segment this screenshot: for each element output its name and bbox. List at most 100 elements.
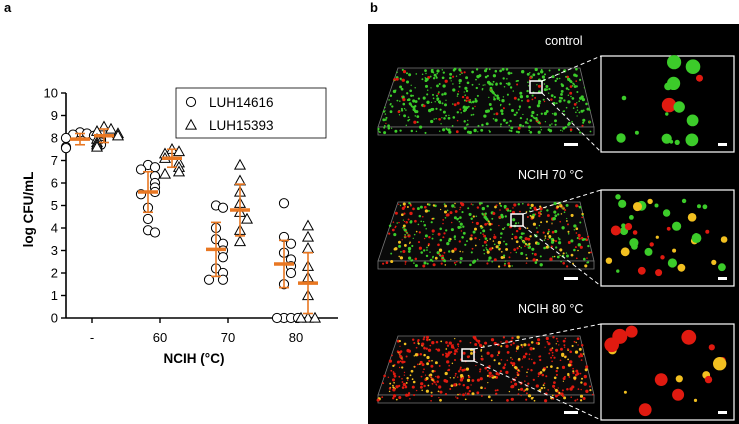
cell-dot — [464, 392, 467, 394]
cell-dot — [532, 378, 535, 381]
cell-dot — [425, 228, 427, 230]
cell-dot — [400, 109, 404, 112]
cell-dot — [496, 94, 499, 98]
cell-dot — [395, 385, 399, 389]
zoom-box — [529, 80, 543, 94]
cell-dot — [589, 109, 591, 111]
cell-dot — [525, 392, 528, 395]
cell-dot — [457, 90, 460, 93]
cell-dot — [401, 381, 404, 383]
cell-dot — [398, 240, 401, 244]
cell-dot — [483, 215, 486, 217]
cell-dot — [512, 90, 514, 92]
cell-dot — [435, 340, 439, 344]
cell-dot — [498, 244, 500, 247]
cell-dot — [496, 96, 499, 99]
cell-dot — [405, 393, 409, 397]
cell-dot — [470, 351, 473, 355]
cell-dot — [454, 206, 456, 208]
cell-dot — [377, 127, 380, 130]
cell-dot — [491, 374, 494, 377]
cell-dot — [573, 229, 576, 231]
cell-dot — [447, 128, 451, 132]
cell-dot — [526, 371, 528, 374]
cell-dot — [543, 382, 546, 385]
cell-dot — [581, 216, 584, 219]
cell-dot — [444, 79, 448, 83]
cell-dot — [423, 336, 426, 339]
inset-cell — [625, 325, 638, 338]
cell-dot — [492, 240, 495, 242]
cell-dot — [585, 389, 589, 393]
cell-dot — [525, 211, 528, 213]
cell-dot — [513, 248, 517, 252]
cell-dot — [566, 387, 569, 391]
cell-dot — [428, 235, 431, 239]
cell-dot — [520, 246, 523, 249]
cell-dot — [495, 112, 499, 116]
cell-dot — [432, 256, 434, 259]
cell-dot — [475, 86, 478, 90]
cell-dot — [492, 80, 495, 83]
cell-dot — [530, 341, 534, 344]
cell-dot — [553, 255, 556, 258]
cell-dot — [526, 118, 529, 120]
cell-dot — [414, 353, 419, 357]
cell-dot — [556, 255, 560, 259]
cell-dot — [545, 336, 549, 341]
cell-dot — [494, 258, 496, 261]
cell-dot — [482, 233, 484, 236]
cell-dot — [508, 129, 511, 132]
cell-dot — [424, 234, 428, 238]
cell-dot — [452, 88, 456, 92]
cell-dot — [518, 227, 522, 230]
inset-cell — [634, 130, 639, 135]
cell-dot — [503, 85, 506, 88]
cell-dot — [536, 104, 540, 108]
inset-cell — [686, 114, 699, 127]
cell-dot — [475, 78, 477, 81]
cell-dot — [551, 123, 553, 125]
cell-dot — [414, 87, 416, 89]
cell-dot — [575, 80, 578, 82]
cell-dot — [505, 370, 509, 375]
cell-dot — [539, 255, 542, 258]
cell-dot — [563, 375, 566, 378]
cell-dot — [526, 215, 529, 219]
cell-dot — [484, 84, 486, 86]
cell-dot — [407, 234, 410, 236]
cell-dot — [436, 84, 439, 88]
cell-dot — [563, 344, 566, 347]
cell-dot — [560, 213, 563, 215]
cell-dot — [409, 374, 412, 377]
cell-dot — [451, 249, 455, 253]
cell-dot — [479, 232, 482, 234]
cell-dot — [453, 358, 457, 362]
cell-dot — [532, 258, 536, 262]
cell-dot — [555, 369, 558, 373]
cell-dot — [503, 264, 506, 267]
cell-dot — [469, 341, 472, 344]
cell-dot — [394, 129, 398, 133]
cell-dot — [560, 347, 563, 351]
cell-dot — [544, 399, 548, 403]
cell-dot — [409, 89, 413, 93]
cell-dot — [447, 116, 451, 120]
cell-dot — [562, 130, 564, 132]
cell-dot — [431, 359, 433, 362]
cell-dot — [552, 256, 554, 258]
cell-dot — [416, 207, 420, 211]
cell-dot — [398, 114, 401, 116]
cell-dot — [419, 205, 423, 209]
cell-dot — [401, 239, 403, 241]
cell-dot — [459, 222, 463, 226]
cell-dot — [534, 261, 538, 264]
cell-dot — [515, 111, 518, 114]
cell-dot — [529, 235, 532, 238]
cell-dot — [523, 343, 527, 347]
cell-dot — [421, 389, 423, 392]
cell-dot — [399, 354, 403, 359]
cell-dot — [561, 394, 565, 397]
cell-dot — [569, 85, 573, 88]
cell-dot — [481, 212, 484, 215]
